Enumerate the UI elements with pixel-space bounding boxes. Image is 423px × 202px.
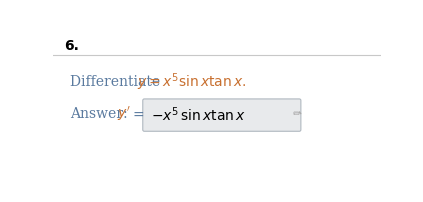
Text: ✏: ✏ xyxy=(292,109,300,119)
Text: $y'$: $y'$ xyxy=(117,105,131,123)
Text: $=$: $=$ xyxy=(130,107,145,121)
Text: $y = x^5 \sin x \tan x.$: $y = x^5 \sin x \tan x.$ xyxy=(137,71,247,93)
Text: Differentiate: Differentiate xyxy=(70,75,165,89)
Text: Answer:: Answer: xyxy=(70,107,132,121)
Text: 6.: 6. xyxy=(64,39,79,53)
FancyBboxPatch shape xyxy=(143,99,301,131)
Text: $-x^5\,\sin x\tan x$: $-x^5\,\sin x\tan x$ xyxy=(151,105,245,124)
